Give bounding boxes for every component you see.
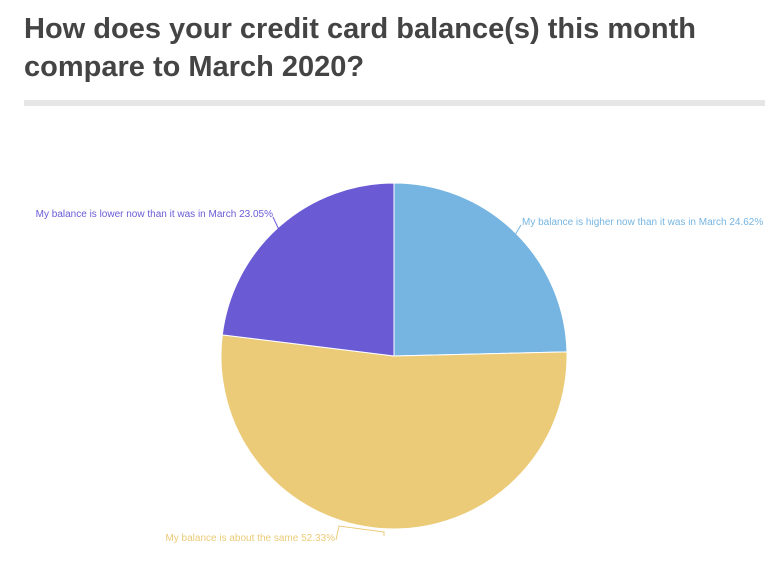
leader-line-2 bbox=[272, 216, 281, 233]
pie-slice-2 bbox=[221, 182, 395, 357]
leader-line-1 bbox=[335, 525, 385, 541]
leader-line-0 bbox=[514, 224, 522, 236]
title-divider bbox=[24, 100, 765, 106]
slice-label-0: My balance is higher now than it was in … bbox=[522, 217, 763, 228]
pie-slice-1 bbox=[220, 334, 568, 530]
slice-label-2: My balance is lower now than it was in M… bbox=[36, 209, 273, 220]
pie-slice-0 bbox=[393, 182, 568, 357]
chart-title: How does your credit card balance(s) thi… bbox=[24, 13, 696, 83]
slice-label-1: My balance is about the same 52.33% bbox=[165, 533, 335, 544]
